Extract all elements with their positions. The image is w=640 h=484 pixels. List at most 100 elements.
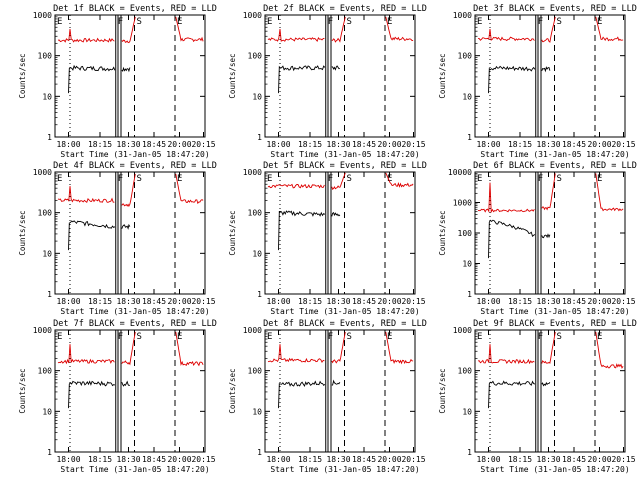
plot1-ytick-label-1000: 1000 xyxy=(33,11,52,20)
plot3-marker-label-S-2: S xyxy=(557,17,562,27)
plot8-marker-label-F-1: F xyxy=(328,332,333,342)
plot5-marker-label-E-3: E xyxy=(387,174,392,184)
plot1-title: Det 1f BLACK = Events, RED = LLD xyxy=(53,4,217,14)
plot6-ytick-label-1: 1 xyxy=(467,290,472,299)
plot6-xtick-label-4: 20:00 xyxy=(587,297,611,306)
plot2-xlabel: Start Time (31-Jan-05 18:47:20) xyxy=(270,150,419,159)
plot6-ylabel: Counts/sec xyxy=(438,210,447,255)
plot6-frame xyxy=(474,171,626,295)
plot5-ytick-label-1: 1 xyxy=(257,290,262,299)
plot8-series-red-pre xyxy=(267,344,325,363)
plot6-marker-label-F-1: F xyxy=(538,174,543,184)
plot7-series-black-pre xyxy=(68,380,116,409)
plot7-title: Det 7f BLACK = Events, RED = LLD xyxy=(53,319,217,329)
plot9-marker-label-S-2: S xyxy=(557,332,562,342)
plot2-ylabel: Counts/sec xyxy=(228,53,237,98)
plot9-marker-label-E-3: E xyxy=(597,332,602,342)
plot7-marker-label-E-0: E xyxy=(57,332,62,342)
plot9-ytick-label-1000: 1000 xyxy=(453,326,472,335)
plot8-xtick-label-5: 20:15 xyxy=(401,455,425,464)
plot6-xtick-label-3: 18:45 xyxy=(562,297,586,306)
plot1-series-red-pre xyxy=(57,29,115,43)
plot5-xtick-label-4: 20:00 xyxy=(377,297,401,306)
plot7-xlabel: Start Time (31-Jan-05 18:47:20) xyxy=(60,465,209,474)
plot7-frame xyxy=(54,329,206,453)
plot9-series-black-mid xyxy=(541,381,551,387)
plot4-xtick-label-3: 18:45 xyxy=(142,297,166,306)
plot2-xtick-label-1: 18:15 xyxy=(298,140,322,149)
plot9-xlabel: Start Time (31-Jan-05 18:47:20) xyxy=(480,465,629,474)
plot9-marker-label-E-0: E xyxy=(477,332,482,342)
plot8-xtick-label-2: 18:30 xyxy=(326,455,350,464)
plot7-xtick-label-2: 18:30 xyxy=(116,455,140,464)
plot3-series-red-pre xyxy=(478,29,535,42)
plot2-ytick-label-100: 100 xyxy=(248,52,263,61)
plot6-series-red-pre xyxy=(477,182,535,214)
plot9-xtick-label-3: 18:45 xyxy=(562,455,586,464)
plot9-xtick-label-4: 20:00 xyxy=(587,455,611,464)
plot5-xtick-label-0: 18:00 xyxy=(266,297,290,306)
plot4-series-red-pre xyxy=(57,186,115,204)
plot5-series-red-pre xyxy=(267,183,325,189)
plot4-series-black-mid xyxy=(121,223,131,230)
plot3-ytick-label-1000: 1000 xyxy=(453,11,472,20)
plot8-ytick-label-100: 100 xyxy=(248,367,263,376)
plot6-xlabel: Start Time (31-Jan-05 18:47:20) xyxy=(480,307,629,316)
plot7-ytick-label-1000: 1000 xyxy=(33,326,52,335)
plot8-series-red-mid xyxy=(331,331,346,364)
plot7-ytick-label-10: 10 xyxy=(42,407,52,416)
plot9-xtick-label-0: 18:00 xyxy=(476,455,500,464)
plot8-ylabel: Counts/sec xyxy=(228,368,237,413)
plot1-xtick-label-5: 20:15 xyxy=(191,140,215,149)
plot3-ylabel: Counts/sec xyxy=(438,53,447,98)
plot4-xtick-label-0: 18:00 xyxy=(56,297,80,306)
plot1-series-black-pre xyxy=(68,64,116,94)
plot5-ytick-label-100: 100 xyxy=(248,209,263,218)
plot5-marker-label-F-1: F xyxy=(328,174,333,184)
plot8-marker-label-S-2: S xyxy=(347,332,352,342)
plot2-series-red-post xyxy=(385,16,414,41)
plot6-marker-label-E-0: E xyxy=(477,174,482,184)
plot7-xtick-label-3: 18:45 xyxy=(142,455,166,464)
plot4-series-red-mid xyxy=(121,173,136,208)
plot4-series-red-post xyxy=(175,173,204,205)
plot2-marker-label-S-2: S xyxy=(347,17,352,27)
plot6-ytick-label-1000: 1000 xyxy=(453,199,472,208)
plot9-series-red-pre xyxy=(477,344,535,365)
plot5-title: Det 5f BLACK = Events, RED = LLD xyxy=(263,161,427,171)
plot1-series-red-mid xyxy=(121,16,136,44)
plot9-ytick-label-100: 100 xyxy=(458,367,473,376)
plot7-series-red-mid xyxy=(121,331,136,366)
plot4-ytick-label-10: 10 xyxy=(42,249,52,258)
plot5-xtick-label-1: 18:15 xyxy=(298,297,322,306)
plot2-series-black-mid xyxy=(331,65,340,71)
plot3-xlabel: Start Time (31-Jan-05 18:47:20) xyxy=(480,150,629,159)
plot7-xtick-label-1: 18:15 xyxy=(88,455,112,464)
plot1-series-black-mid xyxy=(121,66,131,73)
plot5-xtick-label-3: 18:45 xyxy=(352,297,376,306)
plot8-title: Det 8f BLACK = Events, RED = LLD xyxy=(263,319,427,329)
plot7-series-red-post xyxy=(175,331,204,367)
plot4-xtick-label-4: 20:00 xyxy=(167,297,191,306)
plot5-series-red-mid xyxy=(331,172,346,190)
plot6-series-black-pre xyxy=(488,219,536,259)
plot7-marker-label-F-1: F xyxy=(118,332,123,342)
plot4-series-black-pre xyxy=(68,220,116,251)
plot9-title: Det 9f BLACK = Events, RED = LLD xyxy=(473,319,637,329)
plot2-marker-label-E-0: E xyxy=(267,17,272,27)
plot4-xtick-label-1: 18:15 xyxy=(88,297,112,306)
plot1-xlabel: Start Time (31-Jan-05 18:47:20) xyxy=(60,150,209,159)
plot4-xlabel: Start Time (31-Jan-05 18:47:20) xyxy=(60,307,209,316)
plot1-ytick-label-1: 1 xyxy=(47,133,52,142)
plot7-xtick-label-4: 20:00 xyxy=(167,455,191,464)
plot9-series-black-pre xyxy=(488,380,536,409)
plot1-marker-label-E-0: E xyxy=(57,17,62,27)
plot3-ytick-label-10: 10 xyxy=(462,92,472,101)
plot9-xtick-label-2: 18:30 xyxy=(536,455,560,464)
plot6-ytick-label-10: 10 xyxy=(462,260,472,269)
plot5-xtick-label-5: 20:15 xyxy=(401,297,425,306)
plot1-marker-label-S-2: S xyxy=(137,17,142,27)
plot4-xtick-label-2: 18:30 xyxy=(116,297,140,306)
plot5-series-black-pre xyxy=(278,210,326,251)
